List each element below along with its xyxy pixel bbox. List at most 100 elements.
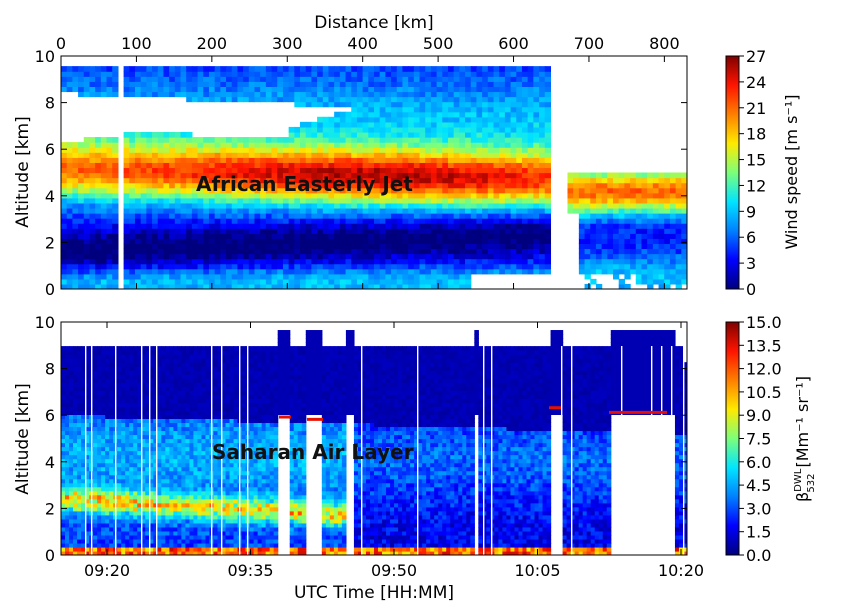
wind-cell xyxy=(123,197,130,204)
backscatter-cell xyxy=(125,354,130,359)
wind-cell xyxy=(339,182,347,189)
wind-cell xyxy=(61,197,68,204)
backscatter-cell xyxy=(101,418,106,424)
wind-cell xyxy=(180,213,187,219)
wind-cell xyxy=(112,142,119,148)
wind-cell xyxy=(499,147,506,153)
wind-cell xyxy=(112,81,119,87)
wind-cell xyxy=(459,152,466,158)
wind-cell xyxy=(61,268,68,275)
wind-cell xyxy=(271,137,278,143)
wind-cell xyxy=(396,187,404,194)
wind-cell xyxy=(197,172,204,179)
wind-cell xyxy=(499,162,506,169)
wind-cell xyxy=(339,101,347,108)
wind-cell xyxy=(573,172,580,179)
wind-cell xyxy=(624,213,631,219)
wind-cell xyxy=(635,213,643,219)
wind-cell xyxy=(146,157,153,163)
wind-cell xyxy=(436,223,443,229)
wind-cell xyxy=(214,238,221,245)
wind-cell xyxy=(214,248,221,255)
wind-cell xyxy=(516,86,523,93)
wind-cell xyxy=(214,233,221,239)
wind-cell xyxy=(83,182,91,189)
backscatter-cell xyxy=(69,450,74,456)
wind-cell xyxy=(112,192,119,199)
backscatter-cell xyxy=(117,498,122,504)
wind-cell xyxy=(305,152,312,158)
wind-cell xyxy=(66,273,73,280)
backscatter-cell xyxy=(97,402,102,407)
wind-cell xyxy=(311,152,318,158)
wind-cell xyxy=(72,218,79,224)
wind-cell xyxy=(334,66,341,72)
wind-cell xyxy=(83,167,91,174)
wind-cell xyxy=(66,187,73,194)
wind-cell xyxy=(220,152,227,158)
wind-cell xyxy=(470,111,478,118)
wind-cell xyxy=(305,218,312,224)
wind-cell xyxy=(402,81,409,87)
wind-cell xyxy=(300,162,307,169)
wind-cell xyxy=(89,142,96,148)
wind-cell xyxy=(83,228,91,234)
wind-cell xyxy=(664,258,671,265)
wind-cell xyxy=(311,207,318,214)
wind-cell xyxy=(391,218,398,224)
wind-cell xyxy=(345,278,352,285)
wind-cell xyxy=(374,263,381,270)
wind-cell xyxy=(305,121,312,128)
wind-cell xyxy=(237,258,244,265)
wind-cell xyxy=(169,253,176,260)
backscatter-cell xyxy=(125,542,130,548)
wind-cell xyxy=(277,213,284,219)
wind-cell xyxy=(288,152,295,158)
wind-cell xyxy=(544,192,552,199)
wind-cell xyxy=(265,177,273,184)
wind-cell xyxy=(334,177,341,184)
backscatter-cell xyxy=(137,430,142,436)
wind-cell xyxy=(78,207,85,214)
wind-cell xyxy=(214,177,221,184)
wind-cell xyxy=(465,96,472,103)
backscatter-cell xyxy=(105,410,110,415)
wind-cell xyxy=(408,162,415,169)
wind-cell xyxy=(271,182,278,189)
backscatter-cell xyxy=(137,550,142,555)
wind-cell xyxy=(311,142,318,148)
backscatter-cell xyxy=(109,366,114,371)
backscatter-cell xyxy=(93,402,98,407)
wind-cell xyxy=(203,207,210,214)
wind-cell xyxy=(425,202,432,209)
top-x-tick-label: 300 xyxy=(272,34,303,53)
wind-cell xyxy=(567,172,574,179)
wind-cell xyxy=(607,202,614,209)
wind-cell xyxy=(356,101,364,108)
wind-cell xyxy=(254,157,261,163)
wind-cell xyxy=(362,167,369,174)
wind-cell xyxy=(362,81,369,87)
wind-cell xyxy=(294,131,301,138)
wind-cell xyxy=(647,238,654,245)
backscatter-cell xyxy=(77,410,82,415)
wind-cell xyxy=(430,283,438,289)
wind-cell xyxy=(197,263,204,270)
wind-cell xyxy=(100,157,108,163)
wind-cell xyxy=(539,76,546,82)
backscatter-cell xyxy=(85,414,90,420)
wind-cell xyxy=(402,278,409,285)
wind-cell xyxy=(391,81,398,87)
backscatter-cell xyxy=(129,418,134,424)
wind-cell xyxy=(470,243,478,250)
wind-cell xyxy=(356,167,364,174)
wind-cell xyxy=(254,96,261,103)
wind-cell xyxy=(265,162,273,169)
wind-cell xyxy=(300,66,307,72)
backscatter-cell xyxy=(133,366,138,371)
wind-cell xyxy=(430,177,438,184)
wind-cell xyxy=(317,228,324,234)
wind-cell xyxy=(72,228,79,234)
backscatter-cell xyxy=(117,438,122,444)
wind-cell xyxy=(539,116,546,123)
